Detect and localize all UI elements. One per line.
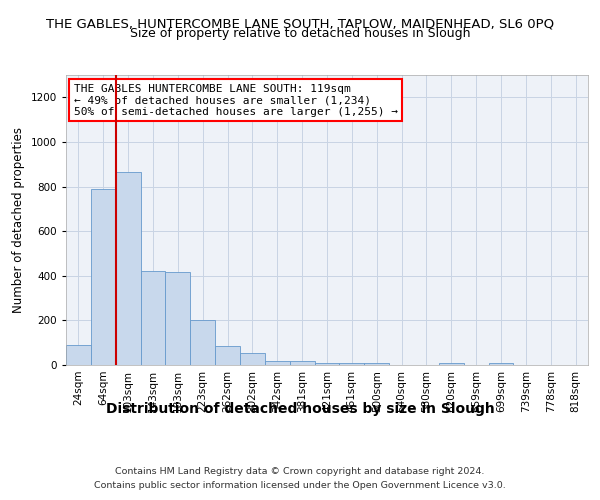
Bar — [340, 363, 364, 365]
Text: Size of property relative to detached houses in Slough: Size of property relative to detached ho… — [130, 28, 470, 40]
Bar — [66, 345, 91, 365]
Bar — [265, 360, 290, 365]
Bar — [116, 172, 140, 365]
Bar — [240, 352, 265, 365]
Bar — [488, 363, 514, 365]
Text: THE GABLES, HUNTERCOMBE LANE SOUTH, TAPLOW, MAIDENHEAD, SL6 0PQ: THE GABLES, HUNTERCOMBE LANE SOUTH, TAPL… — [46, 18, 554, 30]
Bar — [290, 360, 314, 365]
Bar — [190, 320, 215, 365]
Y-axis label: Number of detached properties: Number of detached properties — [12, 127, 25, 313]
Bar — [140, 272, 166, 365]
Text: THE GABLES HUNTERCOMBE LANE SOUTH: 119sqm
← 49% of detached houses are smaller (: THE GABLES HUNTERCOMBE LANE SOUTH: 119sq… — [74, 84, 398, 117]
Bar — [314, 363, 340, 365]
Text: Contains HM Land Registry data © Crown copyright and database right 2024.: Contains HM Land Registry data © Crown c… — [115, 468, 485, 476]
Bar — [439, 363, 464, 365]
Bar — [166, 272, 190, 365]
Text: Distribution of detached houses by size in Slough: Distribution of detached houses by size … — [106, 402, 494, 416]
Text: Contains public sector information licensed under the Open Government Licence v3: Contains public sector information licen… — [94, 481, 506, 490]
Bar — [91, 189, 116, 365]
Bar — [364, 363, 389, 365]
Bar — [215, 346, 240, 365]
